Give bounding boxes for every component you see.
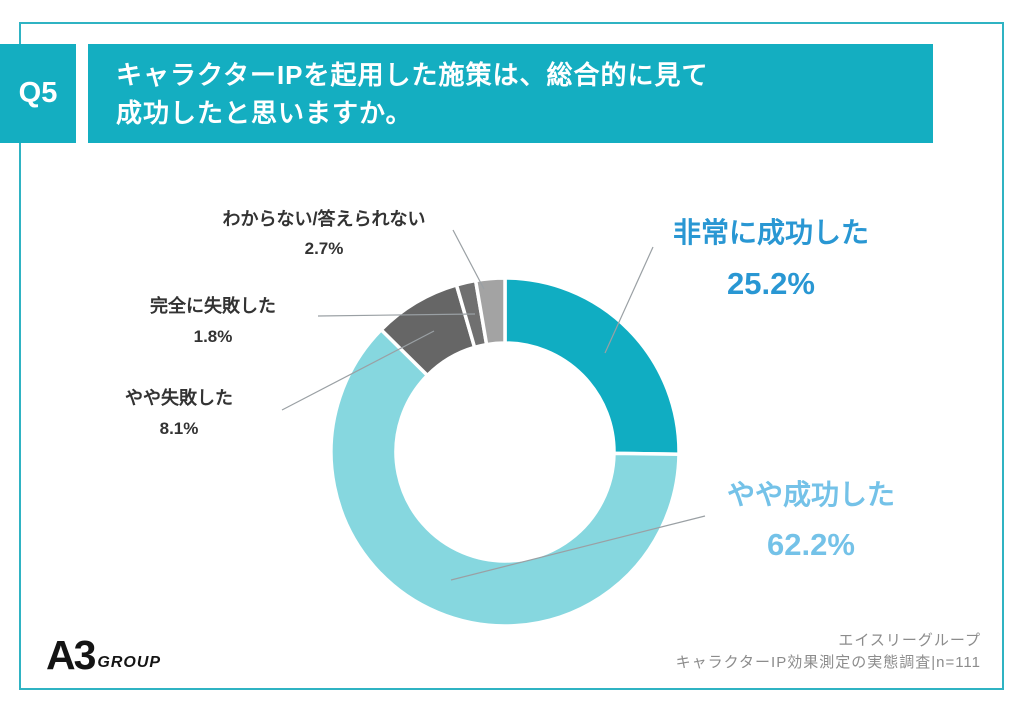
logo-a3-text: A3 <box>46 632 96 678</box>
callout-somewhat-successful: やや成功した 62.2% <box>685 473 937 563</box>
callout-value: 62.2% <box>767 527 855 562</box>
logo-group-text: GROUP <box>97 654 162 671</box>
callout-label: 非常に成功した <box>672 217 869 248</box>
leader-line-1 <box>450 515 706 581</box>
callout-value: 2.7% <box>304 239 344 258</box>
callout-label: わからない/答えられない <box>222 209 426 229</box>
callout-value: 1.8% <box>193 327 233 346</box>
a3group-logo: A3 GROUP <box>46 631 161 677</box>
question-line-1: キャラクターIPを起用した施策は、総合的に見て <box>116 59 709 90</box>
callout-label: やや失敗した <box>125 388 233 408</box>
donut-segment-4 <box>473 276 507 347</box>
leader-line-0 <box>604 246 654 354</box>
donut-segment-0 <box>503 276 681 456</box>
callout-value: 8.1% <box>159 419 199 438</box>
callout-label: やや成功した <box>726 479 895 510</box>
callout-complete-failure: 完全に失敗した 1.8% <box>87 292 339 347</box>
leader-line-2 <box>281 330 435 411</box>
credit-line-2: キャラクターIP効果測定の実態調査|n=111 <box>675 654 981 671</box>
question-title-bar: キャラクターIPを起用した施策は、総合的に見て 成功したと思いますか。 <box>88 44 933 143</box>
page-border-frame <box>19 22 1004 690</box>
callout-dont-know: わからない/答えられない 2.7% <box>198 205 450 259</box>
question-number: Q5 <box>18 77 58 109</box>
credit-line-1: エイスリーグループ <box>838 632 981 649</box>
survey-credit: エイスリーグループ キャラクターIP効果測定の実態調査|n=111 <box>676 630 981 674</box>
callout-somewhat-failed: やや失敗した 8.1% <box>53 384 305 439</box>
leader-line-3 <box>317 313 476 317</box>
callout-value: 25.2% <box>727 266 815 301</box>
callout-very-successful: 非常に成功した 25.2% <box>645 211 897 302</box>
question-number-badge: Q5 <box>0 44 76 143</box>
leader-line-4 <box>452 229 485 290</box>
question-line-2: 成功したと思いますか。 <box>116 97 413 128</box>
callout-label: 完全に失敗した <box>150 296 276 316</box>
donut-segment-1 <box>329 327 681 628</box>
